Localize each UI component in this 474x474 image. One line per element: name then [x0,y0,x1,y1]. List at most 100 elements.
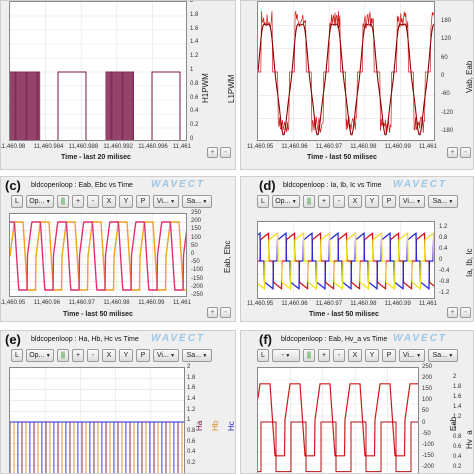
y-tick-label: -1.2 [439,290,449,296]
plot-d[interactable] [257,221,435,299]
y-tick-label: 1 [190,67,193,73]
options-dropdown[interactable]: Op... ▼ [272,195,300,208]
zoom-in-button-b[interactable]: + [447,147,458,158]
print-button[interactable]: P [136,349,150,362]
y-tick-label: 0.8 [439,235,447,241]
print-button[interactable]: P [382,349,396,362]
y-tick-label: 1.8 [190,12,198,18]
x-axis-button[interactable]: X [102,195,116,208]
zoom-in-button[interactable]: + [318,349,330,362]
view-dropdown[interactable]: Vi... ▼ [153,195,179,208]
save-dropdown-label: Sa... [433,352,447,359]
y-tick-label: 1.2 [439,224,447,230]
view-dropdown-label: Vi... [403,352,415,359]
y-tick-label: 1.4 [187,396,195,402]
y-axis-button-label: Y [124,198,129,205]
y-tick-label: -60 [441,91,450,97]
panel-title-f: bldcopenloop : Eab, Hv_a vs Time [281,336,387,343]
plot-b[interactable] [257,1,435,141]
pause-button[interactable]: || [57,195,69,208]
y-tick-label: 0.2 [187,460,195,466]
zoom-out-button[interactable]: - [87,349,99,362]
chevron-down-icon: ▼ [415,199,421,205]
plot-f[interactable] [257,367,419,474]
x-tick-label: 11,460.96 [281,144,307,150]
x-axis-button[interactable]: X [348,195,362,208]
y-tick-label: 1.2 [187,407,195,413]
options-dropdown[interactable]: Op... ▼ [26,349,54,362]
save-dropdown[interactable]: Sa... ▼ [428,195,458,208]
y-axis-button[interactable]: Y [119,195,133,208]
zoom-out-button[interactable]: - [333,349,345,362]
options-dropdown[interactable]: - ▼ [272,349,300,362]
zoom-in-button[interactable]: + [72,195,84,208]
zoom-in-button-c[interactable]: + [207,307,218,318]
plot-e[interactable] [9,367,185,474]
x-tick-label: 11,460.988 [69,144,99,150]
series-h1pwm [10,72,134,141]
y-tick-label: 1.6 [190,26,198,32]
zoom-out-button-a[interactable]: - [220,147,231,158]
view-dropdown[interactable]: Vi... ▼ [153,349,179,362]
xlabel-c: Time - last 50 milisec [63,311,133,318]
chevron-down-icon: ▼ [169,199,175,205]
x-axis-button[interactable]: X [102,349,116,362]
y-tick-label: -50 [422,431,431,437]
view-dropdown-label: Vi... [403,198,415,205]
zoom-in-button[interactable]: + [318,195,330,208]
legend-button[interactable]: L [257,195,269,208]
x-tick-label: 11,461 [419,144,437,150]
print-button[interactable]: P [136,195,150,208]
legend-button[interactable]: L [257,349,269,362]
zoom-out-button-d[interactable]: - [460,307,471,318]
view-dropdown[interactable]: Vi... ▼ [399,195,425,208]
y-axis-button-label: Y [370,198,375,205]
view-dropdown[interactable]: Vi... ▼ [399,349,425,362]
x-tick-label: 11,460.98 [350,144,376,150]
series-eab [258,384,419,456]
print-button[interactable]: P [382,195,396,208]
y-tick-label: 150 [191,226,201,232]
zoom-out-button-c[interactable]: - [220,307,231,318]
x-tick-label: 11,460.984 [34,144,64,150]
pause-button-label: || [61,198,65,205]
pause-button[interactable]: || [303,349,315,362]
chevron-down-icon: ▼ [201,199,207,205]
zoom-in-button-a[interactable]: + [207,147,218,158]
options-dropdown[interactable]: Op... ▼ [26,195,54,208]
panel-c: (c) bldcopenloop : Eab, Ebc vs Time WAVE… [0,176,236,322]
plot-c[interactable] [9,213,187,297]
pause-button[interactable]: || [303,195,315,208]
pause-button[interactable]: || [57,349,69,362]
plot-a[interactable] [9,1,187,141]
y-tick-label: 2 [453,374,456,380]
view-dropdown-label: Vi... [157,352,169,359]
zoom-out-button[interactable]: - [87,195,99,208]
x-tick-label: 11,461 [173,300,191,306]
y-axis-button[interactable]: Y [365,195,379,208]
zoom-in-button-label: + [76,198,80,205]
y-tick-label: 1.8 [187,375,195,381]
save-dropdown[interactable]: Sa... ▼ [182,349,212,362]
y-tick-label: 1.2 [190,53,198,59]
y-tick-label: -150 [191,276,203,282]
panel-letter-e: (e) [5,332,21,347]
panel-title-e: bldcopenloop : Ha, Hb, Hc vs Time [31,336,139,343]
ylabel-f2: Hv_a [465,430,474,449]
y-tick-label: 250 [191,210,201,216]
print-button-label: P [387,352,392,359]
legend-button[interactable]: L [11,195,23,208]
zoom-out-button-b[interactable]: - [460,147,471,158]
zoom-in-button[interactable]: + [72,349,84,362]
legend-button[interactable]: L [11,349,23,362]
y-axis-button[interactable]: Y [119,349,133,362]
save-dropdown[interactable]: Sa... ▼ [428,349,458,362]
x-axis-button[interactable]: X [348,349,362,362]
y-tick-label: 1.6 [453,394,461,400]
y-tick-label: 200 [422,375,432,381]
y-axis-button[interactable]: Y [365,349,379,362]
zoom-out-button[interactable]: - [333,195,345,208]
ylabel-b: Vab, Eab [465,61,474,93]
zoom-in-button-d[interactable]: + [447,307,458,318]
save-dropdown[interactable]: Sa... ▼ [182,195,212,208]
